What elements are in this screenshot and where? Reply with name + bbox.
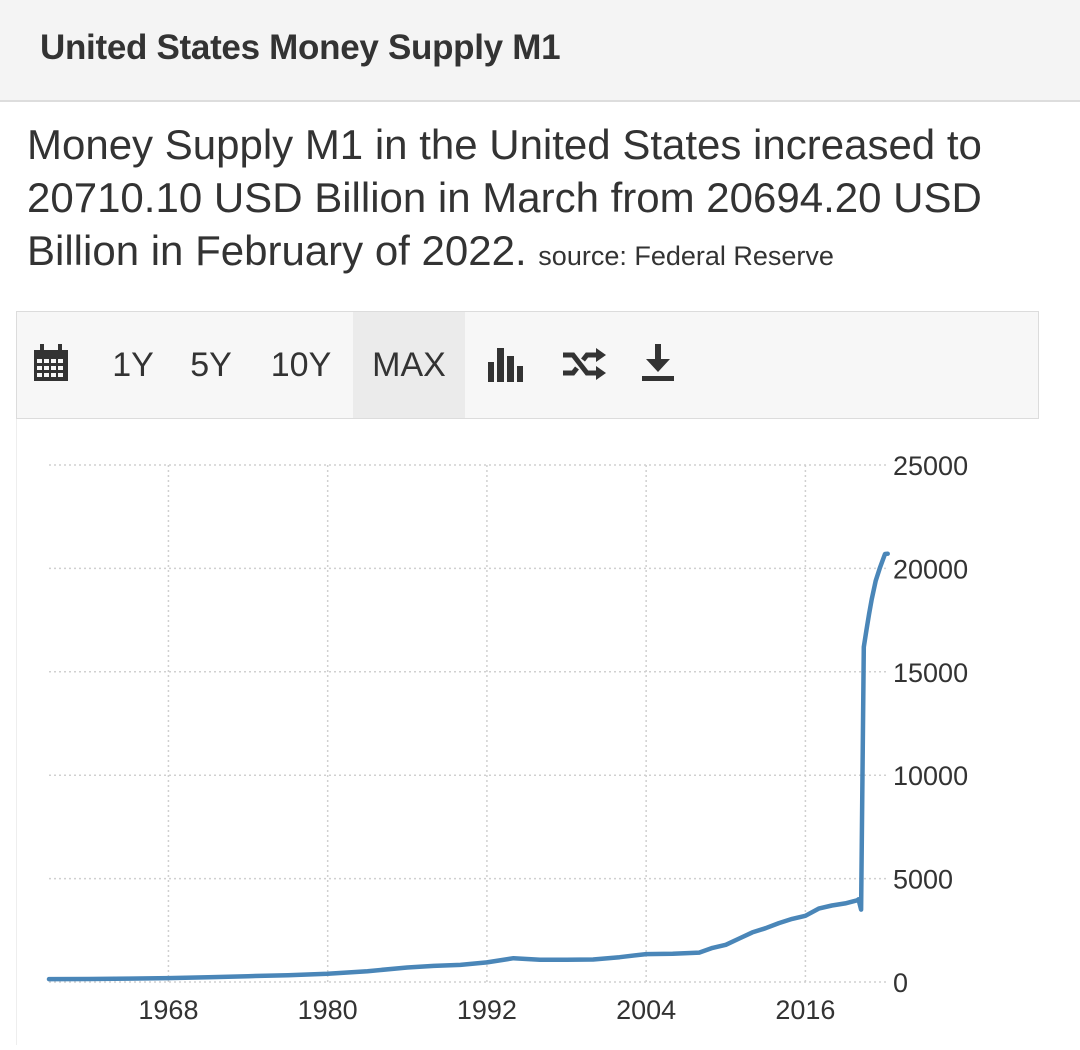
download-icon[interactable] — [641, 344, 675, 387]
page-header: United States Money Supply M1 — [0, 0, 1080, 102]
line-chart: 25000 20000 15000 10000 5000 0 1968 1980 1992 200… — [46, 451, 968, 1025]
calendar-icon[interactable] — [33, 344, 69, 387]
x-tick-label: 1968 — [138, 995, 198, 1025]
range-10y-button[interactable]: 10Y — [270, 346, 332, 384]
y-tick-label: 10000 — [893, 761, 968, 791]
x-tick-label: 2016 — [775, 995, 835, 1025]
source-link[interactable]: source: Federal Reserve — [538, 241, 834, 271]
shuffle-icon[interactable] — [561, 348, 607, 385]
page-title: United States Money Supply M1 — [40, 28, 561, 67]
y-tick-label: 15000 — [893, 658, 968, 688]
y-tick-label: 0 — [893, 968, 908, 998]
bar-chart-icon[interactable] — [488, 348, 524, 387]
range-5y-button[interactable]: 5Y — [190, 346, 232, 384]
y-tick-label: 25000 — [893, 451, 968, 481]
x-tick-label: 1980 — [298, 995, 358, 1025]
x-tick-label: 1992 — [457, 995, 517, 1025]
summary-paragraph: Money Supply M1 in the United States inc… — [27, 118, 1067, 283]
summary-text: Money Supply M1 in the United States inc… — [27, 121, 982, 274]
y-tick-label: 5000 — [893, 865, 953, 895]
range-1y-button[interactable]: 1Y — [112, 346, 154, 384]
x-tick-label: 2004 — [616, 995, 676, 1025]
range-max-button[interactable]: MAX — [353, 312, 465, 418]
series-line — [46, 551, 890, 982]
y-tick-label: 20000 — [893, 554, 968, 584]
chart-area: 25000 20000 15000 10000 5000 0 1968 1980 1992 200… — [16, 419, 1039, 1045]
chart-toolbar: 1Y 5Y 10Y MAX — [16, 311, 1039, 419]
